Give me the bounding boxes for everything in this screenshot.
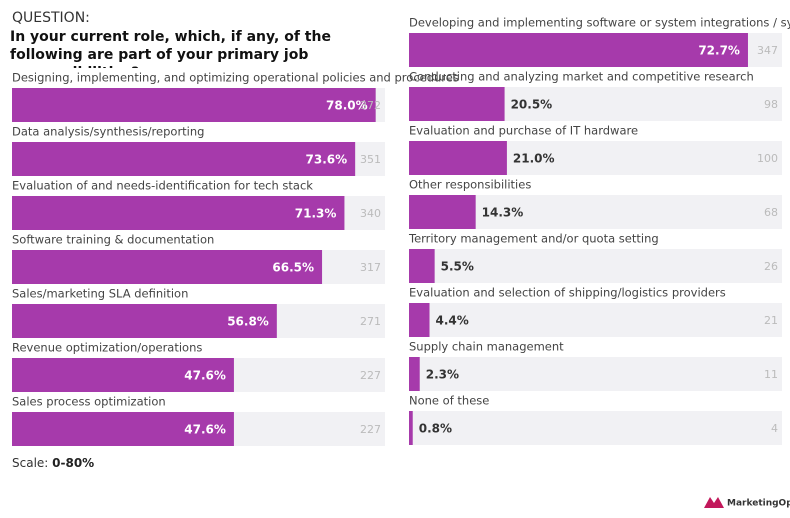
category-label: Supply chain management (409, 340, 564, 354)
count-label: 372 (360, 99, 381, 112)
bar (409, 303, 430, 337)
value-label: 56.8% (227, 315, 269, 329)
value-label: 78.0% (326, 99, 368, 113)
category-label: Designing, implementing, and optimizing … (12, 71, 459, 85)
value-label: 5.5% (441, 260, 474, 274)
value-label: 14.3% (482, 206, 524, 220)
bar-track (409, 411, 782, 445)
count-label: 21 (764, 314, 778, 327)
category-label: Territory management and/or quota settin… (408, 232, 659, 246)
category-label: Evaluation and selection of shipping/log… (409, 286, 726, 300)
value-label: 2.3% (426, 368, 459, 382)
brand: MarketingOps (727, 499, 790, 509)
chart-title: In your current role, which, if any, of … (10, 29, 331, 68)
question-label: QUESTION: (12, 10, 90, 26)
count-label: 4 (771, 422, 778, 435)
value-label: 47.6% (184, 423, 226, 437)
value-label: 72.7% (698, 44, 740, 58)
bar (409, 411, 413, 445)
count-label: 100 (757, 152, 778, 165)
count-label: 227 (360, 369, 381, 382)
category-label: None of these (409, 394, 489, 408)
value-label: 0.8% (419, 422, 452, 436)
count-label: 11 (764, 368, 778, 381)
category-label: Developing and implementing software or … (409, 16, 790, 30)
count-label: 340 (360, 207, 381, 220)
value-label: 71.3% (295, 207, 337, 221)
category-label: Sales/marketing SLA definition (12, 287, 188, 301)
bar (12, 196, 345, 230)
count-label: 317 (360, 261, 381, 274)
bar (12, 412, 234, 446)
category-label: Evaluation and purchase of IT hardware (409, 124, 638, 138)
value-label: 20.5% (511, 98, 553, 112)
bar (12, 142, 356, 176)
title-box: In your current role, which, if any, of … (10, 29, 331, 68)
bar-track (409, 357, 782, 391)
value-label: 47.6% (184, 369, 226, 383)
scale-label-text: Scale: (12, 456, 48, 470)
category-label: Revenue optimization/operations (12, 341, 202, 355)
bar (409, 195, 476, 229)
category-label: Sales process optimization (12, 395, 166, 409)
bar (12, 250, 323, 284)
bar-track (409, 303, 782, 337)
value-label: 66.5% (272, 261, 314, 275)
bar (12, 304, 277, 338)
bar (409, 249, 435, 283)
category-label: Other responsibilities (409, 178, 531, 192)
category-label: Software training & documentation (12, 233, 214, 247)
value-label: 21.0% (513, 152, 555, 166)
count-label: 26 (764, 260, 778, 273)
count-label: 68 (764, 206, 778, 219)
bar (409, 87, 505, 121)
bar-track (409, 249, 782, 283)
bar (409, 33, 748, 67)
count-label: 227 (360, 423, 381, 436)
bar (12, 88, 376, 122)
bar (409, 141, 507, 175)
count-label: 347 (757, 44, 778, 57)
category-label: Evaluation of and needs-identification f… (12, 179, 313, 193)
bar (12, 358, 234, 392)
count-label: 351 (360, 153, 381, 166)
value-label: 4.4% (436, 314, 469, 328)
count-label: 98 (764, 98, 778, 111)
scale-label: Scale: 0-80% (12, 456, 94, 470)
value-label: 73.6% (306, 153, 348, 167)
category-label: Conducting and analyzing market and comp… (409, 70, 754, 84)
bar (409, 357, 420, 391)
count-label: 271 (360, 315, 381, 328)
category-label: Data analysis/synthesis/reporting (12, 125, 204, 139)
logo-mark (704, 497, 724, 508)
scale-range: 0-80% (52, 456, 94, 470)
